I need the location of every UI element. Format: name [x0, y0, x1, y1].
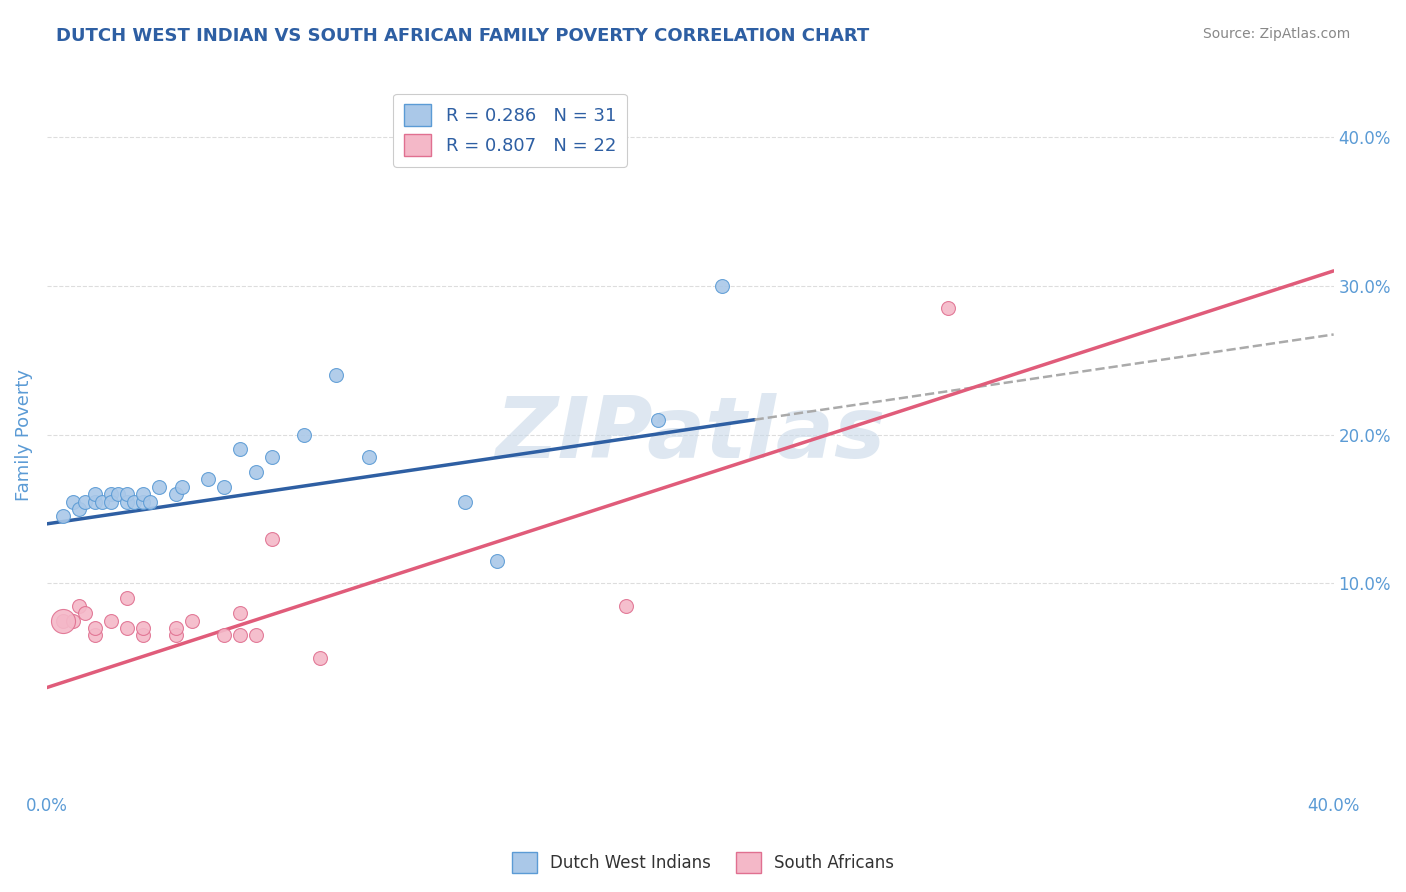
Text: Source: ZipAtlas.com: Source: ZipAtlas.com [1202, 27, 1350, 41]
Text: DUTCH WEST INDIAN VS SOUTH AFRICAN FAMILY POVERTY CORRELATION CHART: DUTCH WEST INDIAN VS SOUTH AFRICAN FAMIL… [56, 27, 869, 45]
Point [90, 494, 112, 508]
Point [614, 599, 637, 613]
Point [84, 628, 107, 642]
Point [84, 621, 107, 635]
Legend: R = 0.286   N = 31, R = 0.807   N = 22: R = 0.286 N = 31, R = 0.807 N = 22 [394, 94, 627, 167]
Point [117, 621, 139, 635]
Point [309, 650, 332, 665]
Point [647, 413, 669, 427]
Point [936, 301, 959, 315]
Point [262, 532, 284, 546]
Point [132, 494, 155, 508]
Point [107, 487, 129, 501]
Point [212, 628, 235, 642]
Point [67, 502, 90, 516]
Point [132, 621, 155, 635]
Point [454, 494, 477, 508]
Point [165, 487, 187, 501]
Point [711, 278, 734, 293]
Point [325, 368, 347, 382]
Point [170, 480, 193, 494]
Point [100, 494, 122, 508]
Point [52, 509, 75, 524]
Point [84, 487, 107, 501]
Point [52, 614, 75, 628]
Point [486, 554, 509, 568]
Point [117, 591, 139, 606]
Point [100, 487, 122, 501]
Point [180, 614, 202, 628]
Text: ZIPatlas: ZIPatlas [495, 393, 886, 476]
Point [357, 450, 380, 464]
Point [229, 606, 252, 620]
Point [212, 480, 235, 494]
Point [62, 614, 84, 628]
Point [75, 494, 97, 508]
Point [67, 599, 90, 613]
Point [84, 494, 107, 508]
Point [245, 465, 267, 479]
Point [132, 628, 155, 642]
Legend: Dutch West Indians, South Africans: Dutch West Indians, South Africans [505, 846, 901, 880]
Point [100, 614, 122, 628]
Point [197, 472, 219, 486]
Point [165, 621, 187, 635]
Point [229, 628, 252, 642]
Point [117, 487, 139, 501]
Point [117, 494, 139, 508]
Point [245, 628, 267, 642]
Point [148, 480, 170, 494]
Point [229, 442, 252, 457]
Point [165, 628, 187, 642]
Point [292, 427, 315, 442]
Point [75, 606, 97, 620]
Point [262, 450, 284, 464]
Point [62, 494, 84, 508]
Y-axis label: Family Poverty: Family Poverty [15, 368, 32, 500]
Point [132, 487, 155, 501]
Point [139, 494, 162, 508]
Point [122, 494, 145, 508]
Point [52, 614, 75, 628]
